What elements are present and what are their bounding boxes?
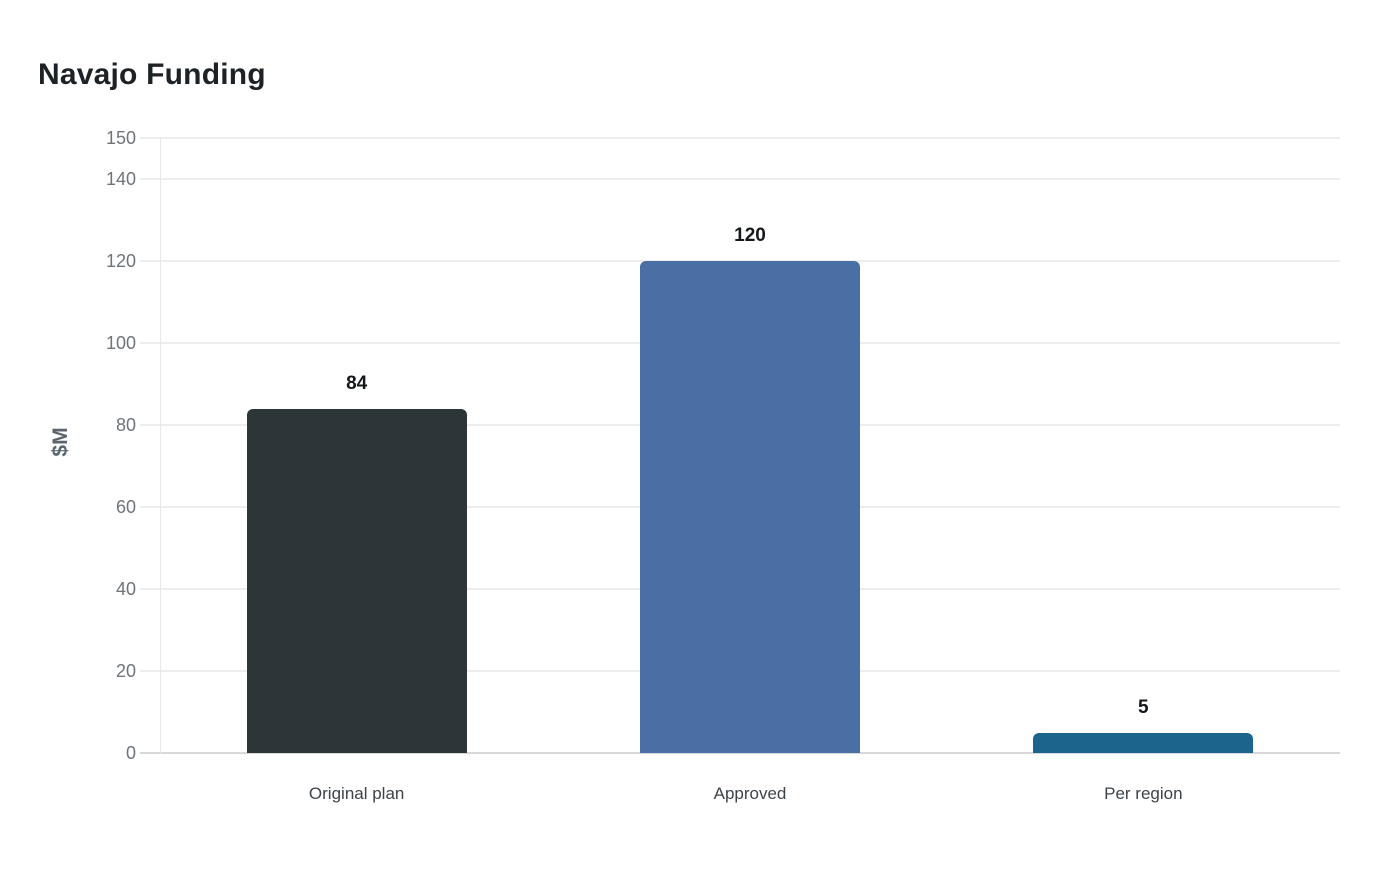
y-tick-label: 0	[125, 743, 136, 763]
gridline	[140, 137, 1340, 139]
y-axis-line	[160, 138, 161, 753]
y-tick-label: 140	[105, 169, 136, 189]
bar-original-plan	[246, 408, 467, 753]
y-tick-label: 60	[115, 497, 136, 517]
chart-title: Navajo Funding	[38, 58, 266, 91]
value-label-per-region: 5	[1138, 696, 1149, 718]
category-label-original-plan: Original plan	[308, 784, 405, 803]
bar-per-region	[1033, 732, 1254, 753]
y-tick-label: 80	[115, 415, 136, 435]
y-tick-label: 150	[105, 128, 136, 148]
y-tick-label: 100	[105, 333, 136, 353]
y-tick-label: 20	[115, 661, 136, 681]
x-axis-baseline	[140, 752, 1340, 754]
y-tick-label: 40	[115, 579, 136, 599]
gridline	[140, 178, 1340, 180]
category-label-approved: Approved	[713, 784, 787, 803]
y-tick-label: 120	[105, 251, 136, 271]
value-label-approved: 120	[734, 225, 766, 246]
bar-approved	[640, 261, 860, 753]
value-label-original-plan: 84	[346, 372, 368, 394]
category-label-per-region: Per region	[1104, 784, 1183, 803]
